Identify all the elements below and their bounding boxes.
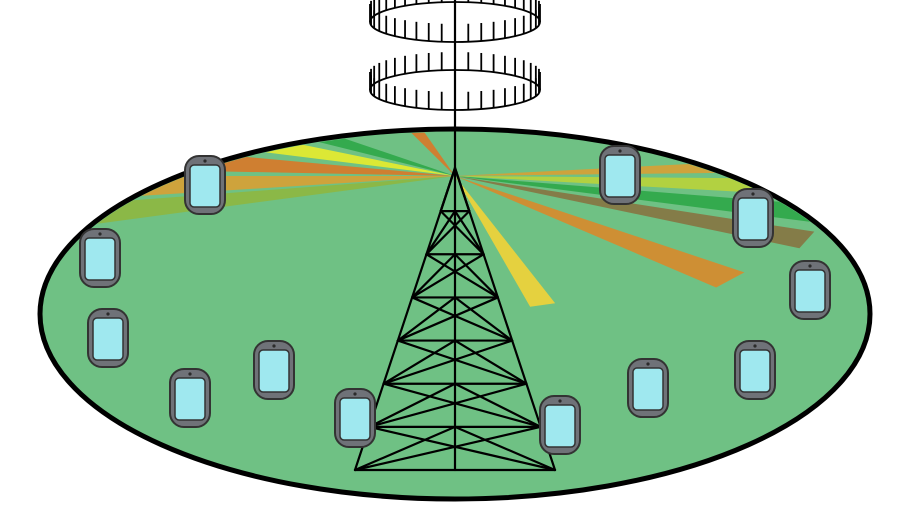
device-icon	[185, 156, 225, 214]
device-icon	[733, 189, 773, 247]
device-icon	[540, 396, 580, 454]
device-icon	[600, 146, 640, 204]
beamforming-diagram	[0, 0, 900, 506]
device-icon	[335, 389, 375, 447]
device-icon	[80, 229, 120, 287]
device-icon	[735, 341, 775, 399]
device-icon	[170, 369, 210, 427]
device-icon	[628, 359, 668, 417]
device-icon	[254, 341, 294, 399]
device-icon	[88, 309, 128, 367]
device-icon	[790, 261, 830, 319]
